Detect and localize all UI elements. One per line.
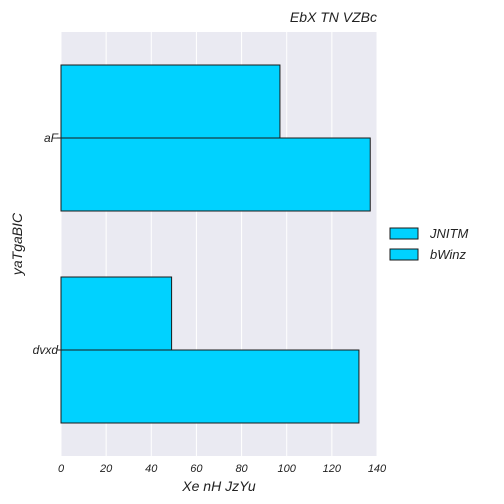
legend-swatch bbox=[390, 228, 418, 239]
x-axis-label: Xe nH JzYu bbox=[181, 478, 256, 494]
x-tick-label: 100 bbox=[278, 463, 297, 475]
x-tick-label: 80 bbox=[235, 463, 248, 475]
legend-label: bWinz bbox=[430, 247, 467, 262]
x-tick-label: 140 bbox=[368, 463, 387, 475]
y-tick-label: aF bbox=[44, 131, 59, 145]
bar-JNITM-dvxd bbox=[61, 277, 172, 350]
x-tick-label: 120 bbox=[323, 463, 342, 475]
x-tick-label: 20 bbox=[99, 463, 113, 475]
legend-swatch bbox=[390, 249, 418, 260]
x-tick-label: 0 bbox=[58, 463, 65, 475]
x-tick-label: 40 bbox=[145, 463, 158, 475]
legend-label: JNITM bbox=[429, 226, 468, 241]
bar-bWinz-dvxd bbox=[61, 350, 359, 423]
chart-title: EbX TN VZBc bbox=[290, 9, 377, 25]
bar-JNITM-aF bbox=[61, 65, 280, 138]
y-axis-label: yaTgaBIC bbox=[9, 212, 25, 276]
x-tick-labels: 0 20 40 60 80 100 120 140 bbox=[58, 463, 387, 475]
y-tick-label: dvxd bbox=[33, 343, 59, 357]
bar-bWinz-aF bbox=[61, 138, 370, 211]
y-tick-labels: aF dvxd bbox=[33, 131, 61, 357]
legend: JNITM bWinz bbox=[390, 226, 468, 262]
x-tick-label: 60 bbox=[190, 463, 203, 475]
